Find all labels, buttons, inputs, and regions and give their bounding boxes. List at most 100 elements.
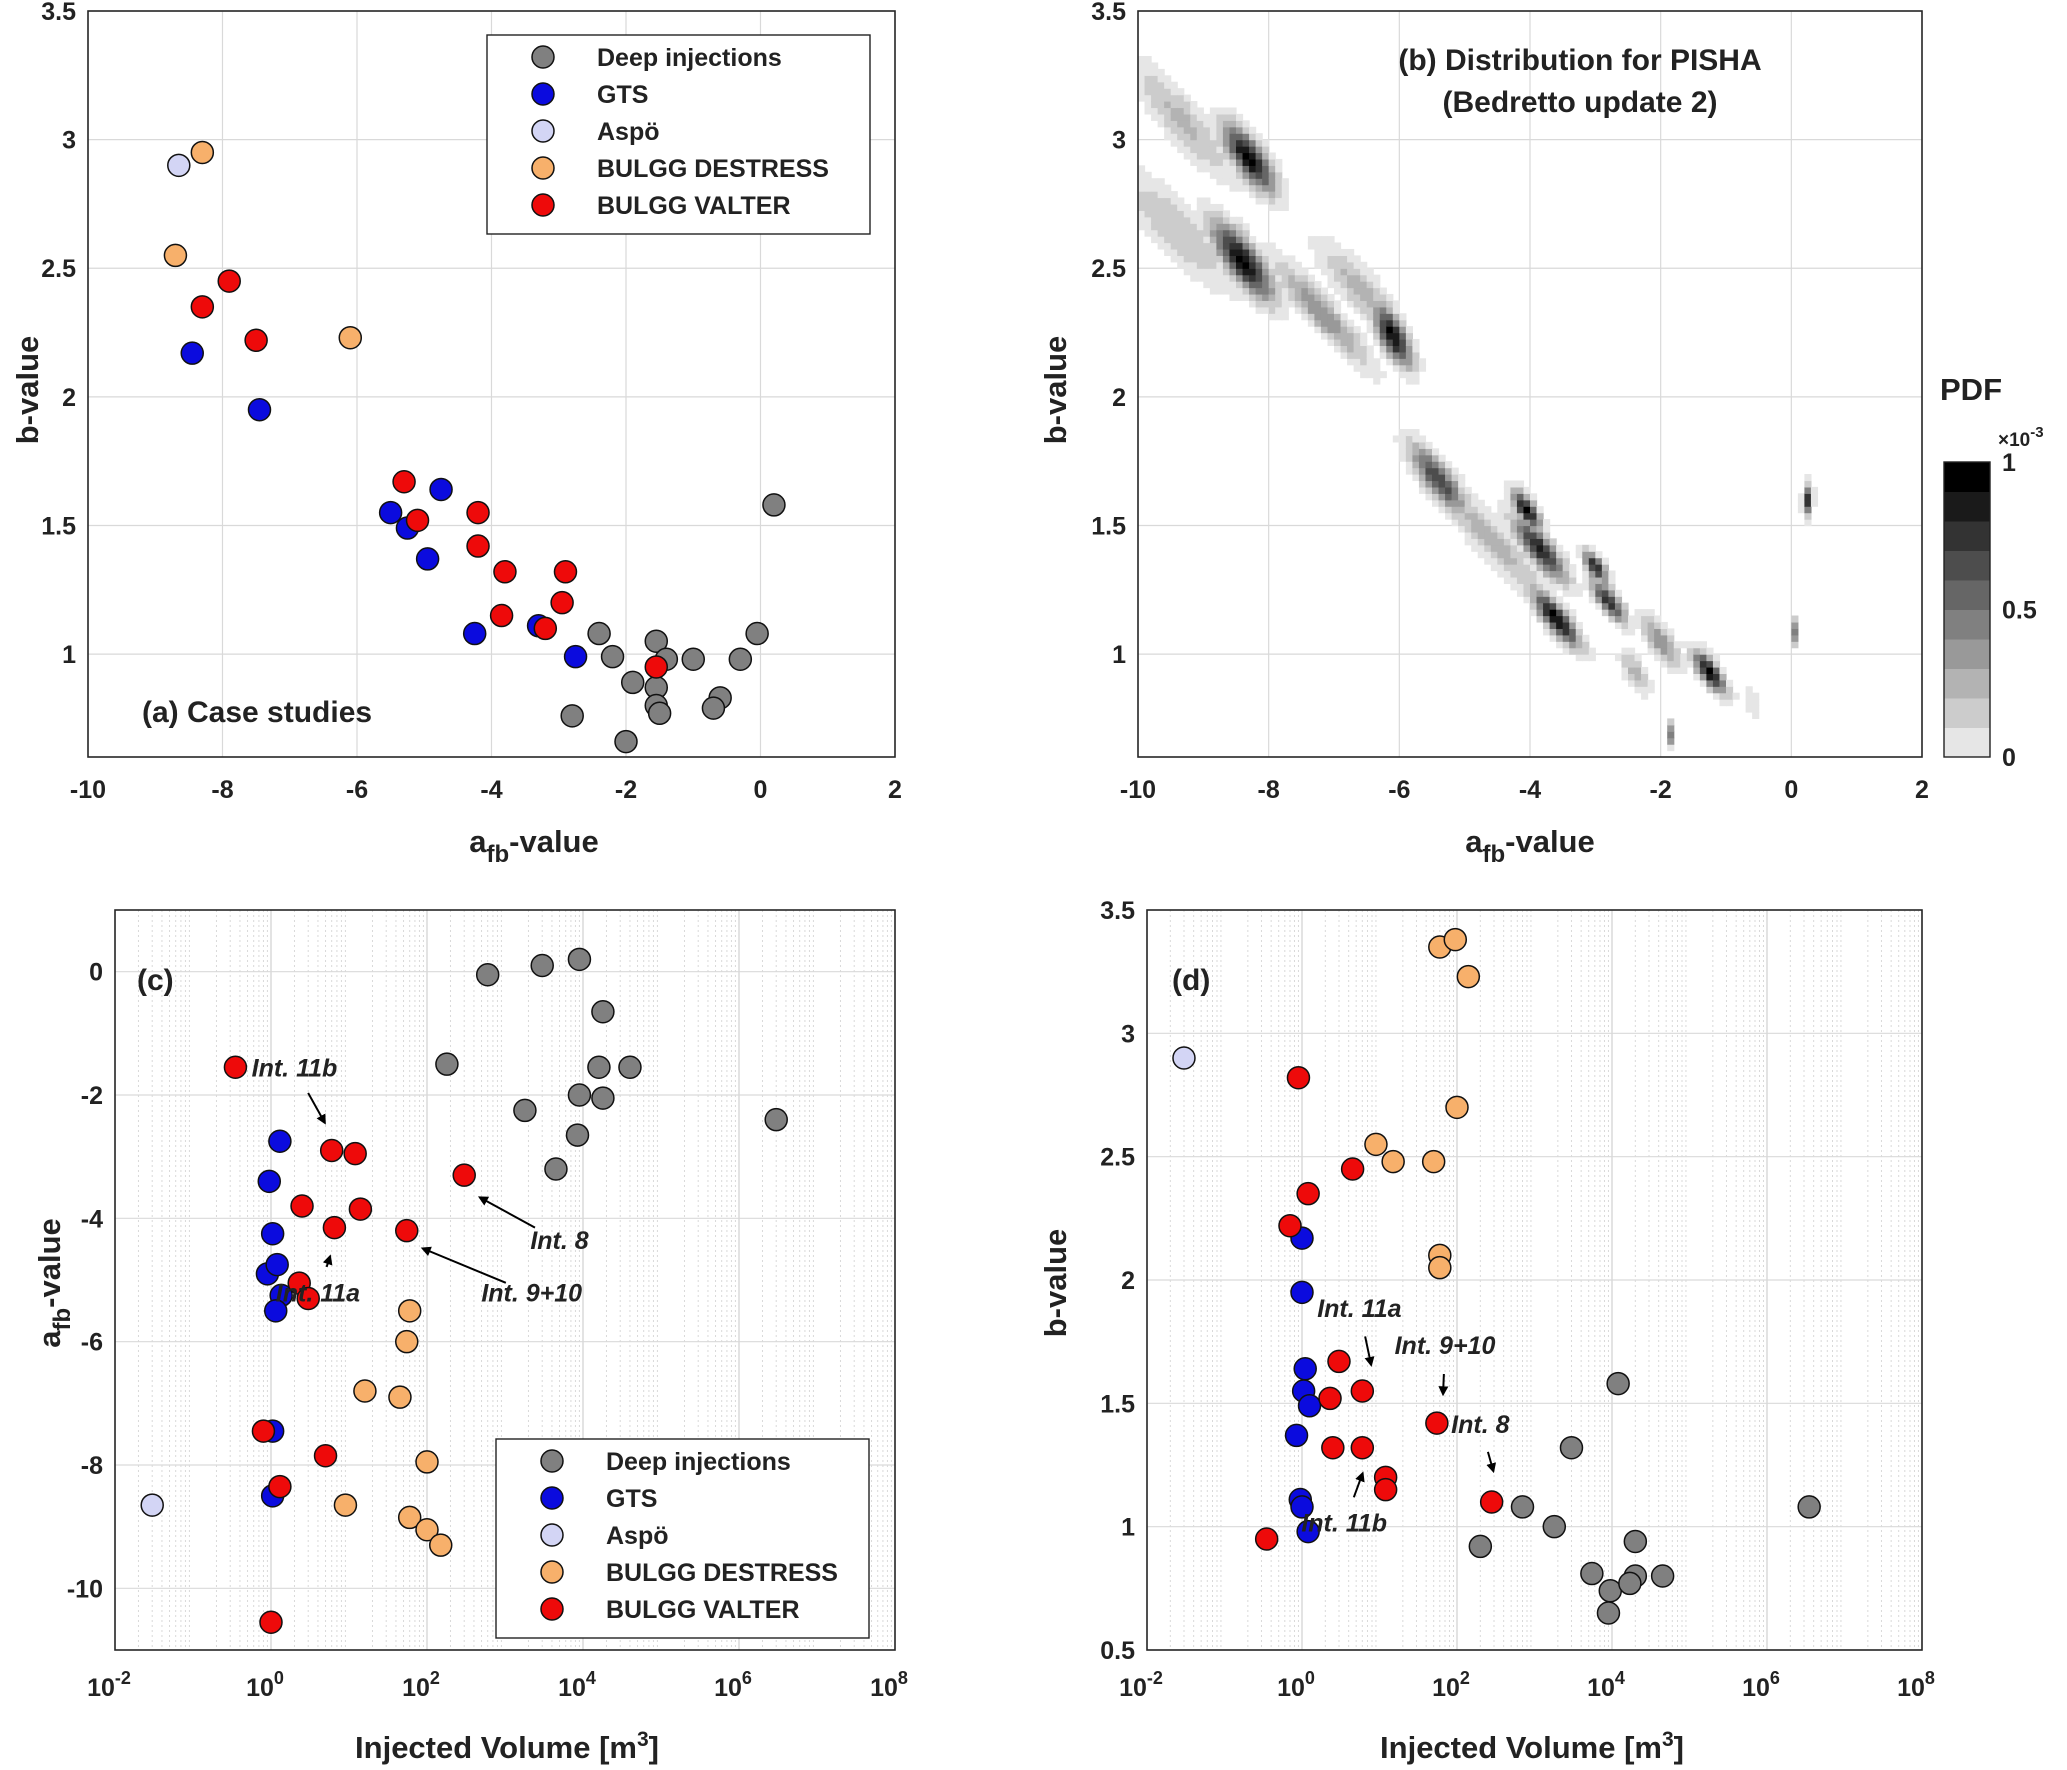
- heatmap-cell: [1281, 191, 1289, 199]
- heatmap-cell: [1347, 261, 1355, 269]
- heatmap-cell: [1183, 101, 1191, 109]
- legend-marker: [531, 119, 555, 143]
- heatmap-cell: [1530, 557, 1538, 565]
- heatmap-cell: [1451, 480, 1459, 488]
- legend-marker: [531, 45, 555, 69]
- heatmap-cell: [1699, 666, 1707, 674]
- heatmap-cell: [1177, 120, 1185, 128]
- heatmap-cell: [1556, 576, 1564, 584]
- heatmap-cell: [1536, 564, 1544, 572]
- heatmap-cell: [1216, 171, 1224, 179]
- data-point: [180, 341, 204, 365]
- heatmap-cell: [1255, 268, 1263, 276]
- heatmap-cell: [1314, 313, 1322, 321]
- heatmap-cell: [1516, 525, 1525, 533]
- heatmap-cell: [1575, 544, 1583, 552]
- heatmap-cell: [1464, 493, 1472, 501]
- heatmap-cell: [1183, 94, 1191, 102]
- heatmap-cell: [1418, 358, 1427, 366]
- heatmap-cell: [1366, 345, 1374, 353]
- heatmap-cell: [1549, 596, 1557, 604]
- heatmap-cell: [1327, 300, 1335, 308]
- heatmap-cell: [1157, 242, 1165, 250]
- heatmap-cell: [1360, 300, 1368, 308]
- heatmap-cell: [1634, 679, 1642, 687]
- heatmap-cell: [1582, 551, 1590, 559]
- heatmap-cell: [1222, 248, 1231, 256]
- heatmap-cell: [1543, 544, 1551, 552]
- heatmap-cell: [1216, 126, 1224, 134]
- heatmap-cell: [1582, 634, 1590, 642]
- heatmap-cell: [1177, 236, 1185, 244]
- data-point: [1350, 1435, 1375, 1460]
- heatmap-cell: [1373, 332, 1381, 340]
- heatmap-cell: [1392, 345, 1400, 353]
- heatmap-cell: [1177, 255, 1185, 263]
- heatmap-cell: [1745, 705, 1753, 713]
- heatmap-cell: [1216, 261, 1224, 269]
- heatmap-cell: [1151, 94, 1159, 102]
- heatmap-cell: [1804, 499, 1812, 507]
- heatmap-cell: [1327, 268, 1335, 276]
- heatmap-cell: [1216, 223, 1224, 231]
- heatmap-cell: [1601, 589, 1609, 597]
- heatmap-cell: [1706, 673, 1714, 681]
- heatmap-cell: [1222, 274, 1231, 282]
- heatmap-cell: [1327, 248, 1335, 256]
- data-point: [1797, 1495, 1821, 1519]
- heatmap-cell: [1164, 236, 1172, 244]
- scatter-points: [163, 140, 786, 754]
- heatmap-cell: [1543, 583, 1551, 591]
- heatmap-cell: [1177, 197, 1185, 205]
- heatmap-cell: [1458, 493, 1466, 501]
- heatmap-cell: [1673, 654, 1681, 662]
- heatmap-cell: [1347, 300, 1355, 308]
- heatmap-cell: [1334, 268, 1342, 276]
- heatmap-cell: [1412, 467, 1420, 475]
- data-point: [587, 621, 611, 646]
- heatmap-cell: [1360, 332, 1368, 340]
- heatmap-cell: [1190, 101, 1198, 109]
- heatmap-cell: [1497, 499, 1505, 507]
- heatmap-cell: [1392, 358, 1400, 366]
- heatmap-cell: [1412, 364, 1420, 372]
- heatmap-cell: [1334, 248, 1342, 256]
- data-point: [244, 328, 268, 353]
- heatmap-cell: [1190, 229, 1198, 237]
- heatmap-cell: [1432, 480, 1440, 488]
- heatmap-cell: [1157, 184, 1165, 192]
- heatmap-cell: [1288, 287, 1296, 295]
- heatmap-cell: [1347, 358, 1355, 366]
- heatmap-cell: [1575, 583, 1583, 591]
- heatmap-cell: [1405, 448, 1413, 456]
- heatmap-cell: [1288, 300, 1296, 308]
- heatmap-cell: [1562, 589, 1570, 597]
- heatmap-cell: [1562, 570, 1570, 578]
- heatmap-cell: [1425, 454, 1433, 462]
- annotation-arrow: [1352, 1471, 1365, 1498]
- heatmap-cell: [1366, 300, 1374, 308]
- y-tick-label: 2: [62, 384, 76, 412]
- heatmap-cell: [1294, 293, 1302, 301]
- heatmap-cell: [1503, 557, 1511, 565]
- heatmap-cell: [1268, 152, 1276, 160]
- heatmap-cell: [1628, 647, 1636, 655]
- heatmap-cell: [1164, 133, 1172, 141]
- heatmap-cell: [1144, 62, 1152, 70]
- data-point: [1443, 927, 1468, 952]
- heatmap-cell: [1516, 499, 1525, 507]
- heatmap-cell: [1209, 261, 1217, 269]
- heatmap-cell: [1242, 171, 1250, 179]
- heatmap-cell: [1157, 216, 1165, 224]
- heatmap-cell: [1327, 332, 1335, 340]
- heatmap-cell: [1405, 467, 1413, 475]
- heatmap-cell: [1693, 666, 1701, 674]
- heatmap-cell: [1288, 255, 1296, 263]
- heatmap-cell: [1229, 236, 1237, 244]
- colorbar-exponent: ×10-3: [1998, 424, 2044, 451]
- heatmap-cell: [1222, 152, 1231, 160]
- heatmap-cell: [1752, 699, 1760, 707]
- heatmap-cell: [1386, 345, 1394, 353]
- heatmap-cell: [1242, 158, 1250, 166]
- heatmap-cell: [1405, 461, 1413, 469]
